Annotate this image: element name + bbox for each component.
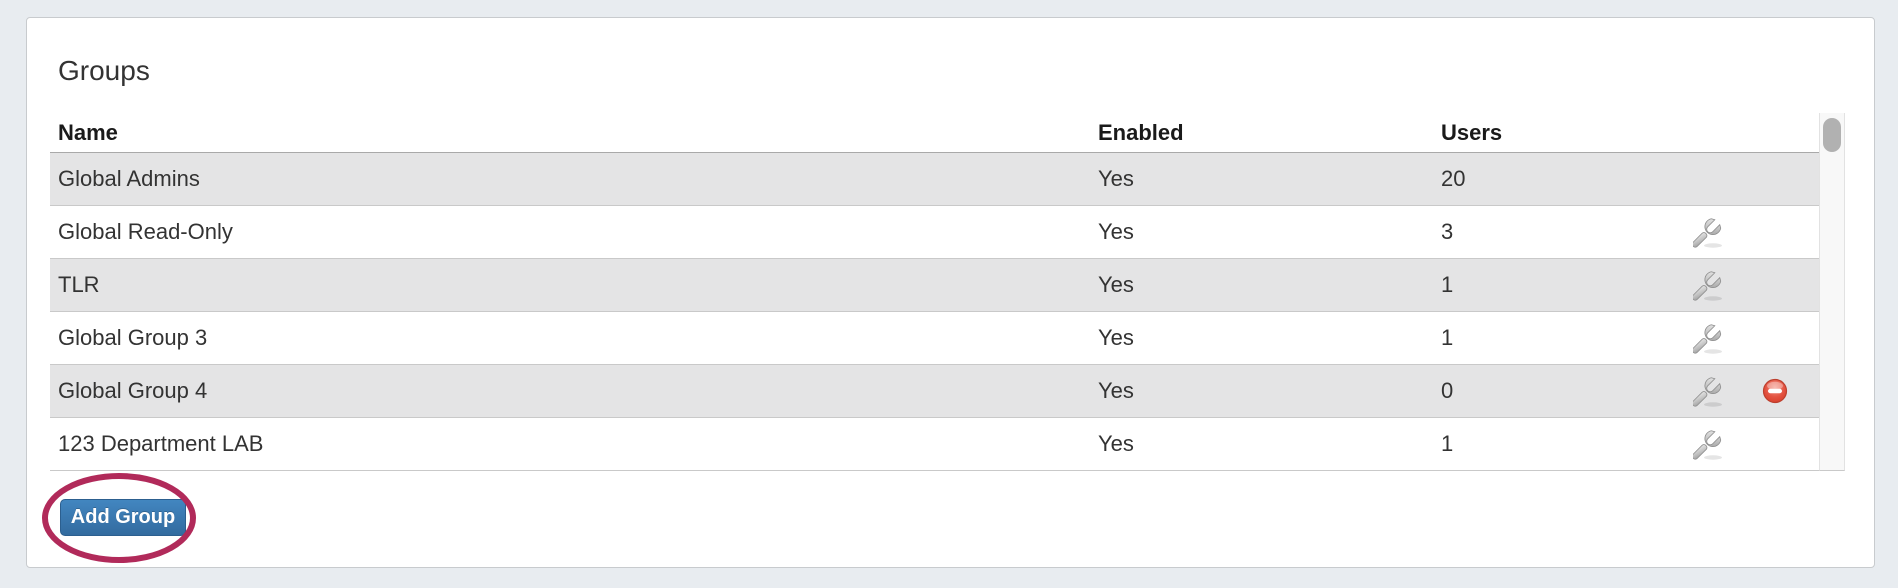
wrench-icon[interactable] (1693, 215, 1727, 249)
group-enabled-cell: Yes (1098, 378, 1134, 403)
table-row: Global Group 3 Yes 1 (50, 312, 1819, 365)
table-row: 123 Department LAB Yes 1 (50, 418, 1819, 471)
group-enabled-cell: Yes (1098, 272, 1134, 297)
table-row: Global Group 4 Yes 0 (50, 365, 1819, 418)
group-users-cell: 1 (1441, 325, 1454, 350)
group-users-cell: 3 (1441, 219, 1454, 244)
group-name-cell: Global Group 4 (58, 378, 208, 403)
group-name-cell: Global Admins (58, 166, 200, 191)
row-actions (1661, 268, 1819, 302)
wrench-icon[interactable] (1693, 321, 1727, 355)
row-actions (1661, 321, 1819, 355)
groups-table: Name Enabled Users Global Admins Yes 20 … (50, 113, 1845, 471)
wrench-icon[interactable] (1693, 427, 1727, 461)
scrollbar-thumb[interactable] (1823, 118, 1841, 152)
wrench-icon[interactable] (1693, 268, 1727, 302)
group-users-cell: 20 (1441, 166, 1466, 191)
row-actions (1661, 215, 1819, 249)
table-header-row: Name Enabled Users (50, 113, 1819, 153)
group-enabled-cell: Yes (1098, 431, 1134, 456)
page-title: Groups (58, 55, 150, 86)
group-users-cell: 1 (1441, 431, 1454, 456)
group-enabled-cell: Yes (1098, 325, 1134, 350)
group-name-cell: Global Read-Only (58, 219, 233, 244)
group-enabled-cell: Yes (1098, 219, 1134, 244)
table-row: Global Read-Only Yes 3 (50, 206, 1819, 259)
group-name-cell: Global Group 3 (58, 325, 208, 350)
groups-panel: Groups Name Enabled Users Global Admins … (26, 17, 1875, 568)
group-enabled-cell: Yes (1098, 166, 1134, 191)
row-actions (1661, 427, 1819, 461)
group-users-cell: 0 (1441, 378, 1454, 403)
wrench-icon[interactable] (1693, 374, 1727, 408)
row-actions (1661, 162, 1819, 196)
remove-icon[interactable] (1761, 377, 1789, 405)
column-header-name: Name (58, 119, 118, 145)
add-group-button[interactable]: Add Group (60, 499, 186, 536)
group-name-cell: 123 Department LAB (58, 431, 264, 456)
group-name-cell: TLR (58, 272, 100, 297)
scrollbar-track[interactable] (1819, 113, 1845, 471)
row-actions (1661, 374, 1819, 408)
table-row: Global Admins Yes 20 (50, 153, 1819, 206)
group-users-cell: 1 (1441, 272, 1454, 297)
table-row: TLR Yes 1 (50, 259, 1819, 312)
column-header-users: Users (1441, 119, 1503, 145)
column-header-enabled: Enabled (1098, 119, 1184, 145)
